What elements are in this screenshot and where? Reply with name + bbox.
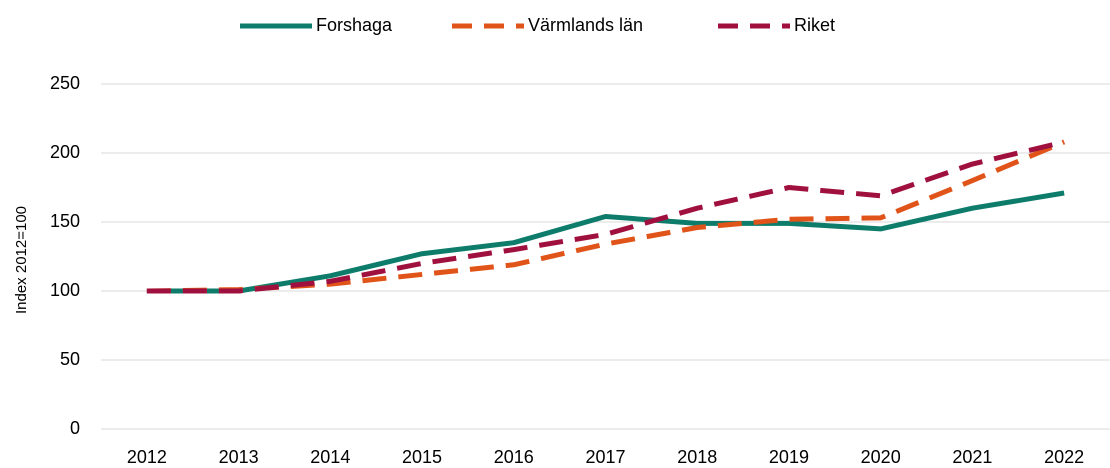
x-tick-label: 2015: [402, 447, 442, 467]
x-tick-label: 2014: [310, 447, 350, 467]
legend-label: Värmlands län: [528, 15, 643, 35]
series-line: [146, 190, 1065, 294]
y-tick-label: 200: [50, 142, 80, 162]
x-tick-label: 2019: [769, 447, 809, 467]
x-tick-label: 2021: [952, 447, 992, 467]
y-tick-label: 150: [50, 211, 80, 231]
y-tick-label: 50: [60, 349, 80, 369]
y-axis-label: Index 2012=100: [13, 206, 30, 314]
x-tick-label: 2020: [861, 447, 901, 467]
y-tick-label: 0: [70, 418, 80, 438]
x-tick-label: 2022: [1044, 447, 1084, 467]
x-tick-label: 2016: [494, 447, 534, 467]
legend-label: Riket: [794, 15, 835, 35]
x-tick-label: 2017: [585, 447, 625, 467]
x-tick-label: 2012: [127, 447, 167, 467]
y-tick-label: 250: [50, 73, 80, 93]
x-tick-label: 2018: [677, 447, 717, 467]
x-tick-label: 2013: [219, 447, 259, 467]
series-line: [146, 139, 1065, 294]
legend-label: Forshaga: [316, 15, 393, 35]
y-tick-label: 100: [50, 280, 80, 300]
